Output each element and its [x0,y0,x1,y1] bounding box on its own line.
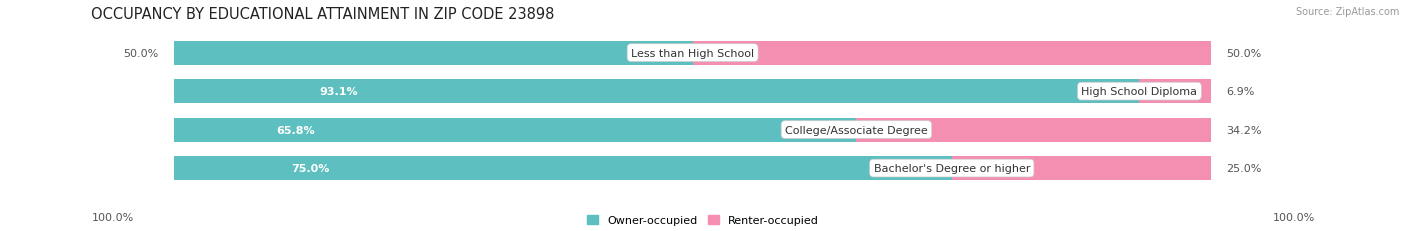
Text: 75.0%: 75.0% [291,163,329,173]
Text: Source: ZipAtlas.com: Source: ZipAtlas.com [1295,7,1399,17]
Bar [174,118,856,142]
Text: 34.2%: 34.2% [1226,125,1263,135]
Bar [856,118,1211,142]
Bar [174,156,952,180]
Text: 100.0%: 100.0% [1272,212,1315,222]
Bar [174,118,1211,142]
Legend: Owner-occupied, Renter-occupied: Owner-occupied, Renter-occupied [586,215,820,225]
Bar [174,80,1139,103]
Text: Less than High School: Less than High School [631,49,754,58]
Bar [174,42,693,65]
Text: 65.8%: 65.8% [277,125,315,135]
Text: 50.0%: 50.0% [1226,49,1261,58]
Bar [1139,80,1211,103]
Bar [174,80,1211,103]
Text: 25.0%: 25.0% [1226,163,1261,173]
Text: High School Diploma: High School Diploma [1081,87,1198,97]
Text: OCCUPANCY BY EDUCATIONAL ATTAINMENT IN ZIP CODE 23898: OCCUPANCY BY EDUCATIONAL ATTAINMENT IN Z… [91,7,555,22]
Text: Bachelor's Degree or higher: Bachelor's Degree or higher [873,163,1031,173]
Text: 100.0%: 100.0% [91,212,134,222]
Text: College/Associate Degree: College/Associate Degree [785,125,928,135]
Bar [174,156,1211,180]
Bar [174,42,1211,65]
Text: 50.0%: 50.0% [124,49,159,58]
Text: 93.1%: 93.1% [319,87,357,97]
Bar [952,156,1211,180]
Text: 6.9%: 6.9% [1226,87,1256,97]
Bar [693,42,1211,65]
